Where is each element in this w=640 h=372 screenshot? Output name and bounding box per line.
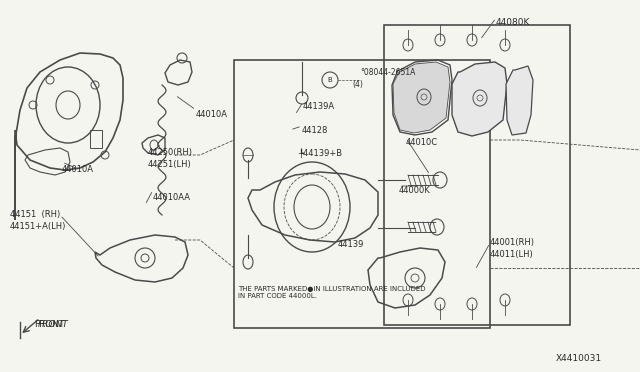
Text: 44010A: 44010A: [62, 165, 94, 174]
Text: 44010A: 44010A: [196, 110, 228, 119]
Text: 44001(RH): 44001(RH): [490, 238, 535, 247]
Text: 44250(RH): 44250(RH): [148, 148, 193, 157]
Bar: [234, 60, 490, 328]
Text: 44010C: 44010C: [406, 138, 438, 147]
Bar: [90, 130, 102, 148]
Text: THE PARTS MARKED●iN ILLUSTRATION ARE INCLUDED
IN PART CODE 44000L.: THE PARTS MARKED●iN ILLUSTRATION ARE INC…: [238, 286, 426, 299]
Text: 44010AA: 44010AA: [153, 193, 191, 202]
Text: 44000K: 44000K: [399, 186, 431, 195]
Text: (4): (4): [352, 80, 363, 89]
Text: FRONT: FRONT: [38, 320, 68, 329]
Text: 44251(LH): 44251(LH): [148, 160, 192, 169]
Text: X4410031: X4410031: [556, 354, 602, 363]
Text: 44011(LH): 44011(LH): [490, 250, 534, 259]
Text: °08044-2651A: °08044-2651A: [360, 68, 415, 77]
Polygon shape: [506, 66, 533, 135]
Text: ╄44139+B: ╄44139+B: [298, 148, 342, 157]
Bar: [384, 25, 570, 325]
Text: 44151  (RH): 44151 (RH): [10, 210, 60, 219]
Text: 44080K: 44080K: [496, 18, 531, 27]
Polygon shape: [452, 62, 507, 136]
Text: B: B: [328, 77, 332, 83]
Text: 44128: 44128: [302, 126, 328, 135]
Text: 44139: 44139: [338, 240, 364, 249]
Text: FRONT: FRONT: [34, 320, 65, 329]
Polygon shape: [393, 62, 450, 133]
Text: 44151+A(LH): 44151+A(LH): [10, 222, 67, 231]
Text: 44139A: 44139A: [303, 102, 335, 111]
